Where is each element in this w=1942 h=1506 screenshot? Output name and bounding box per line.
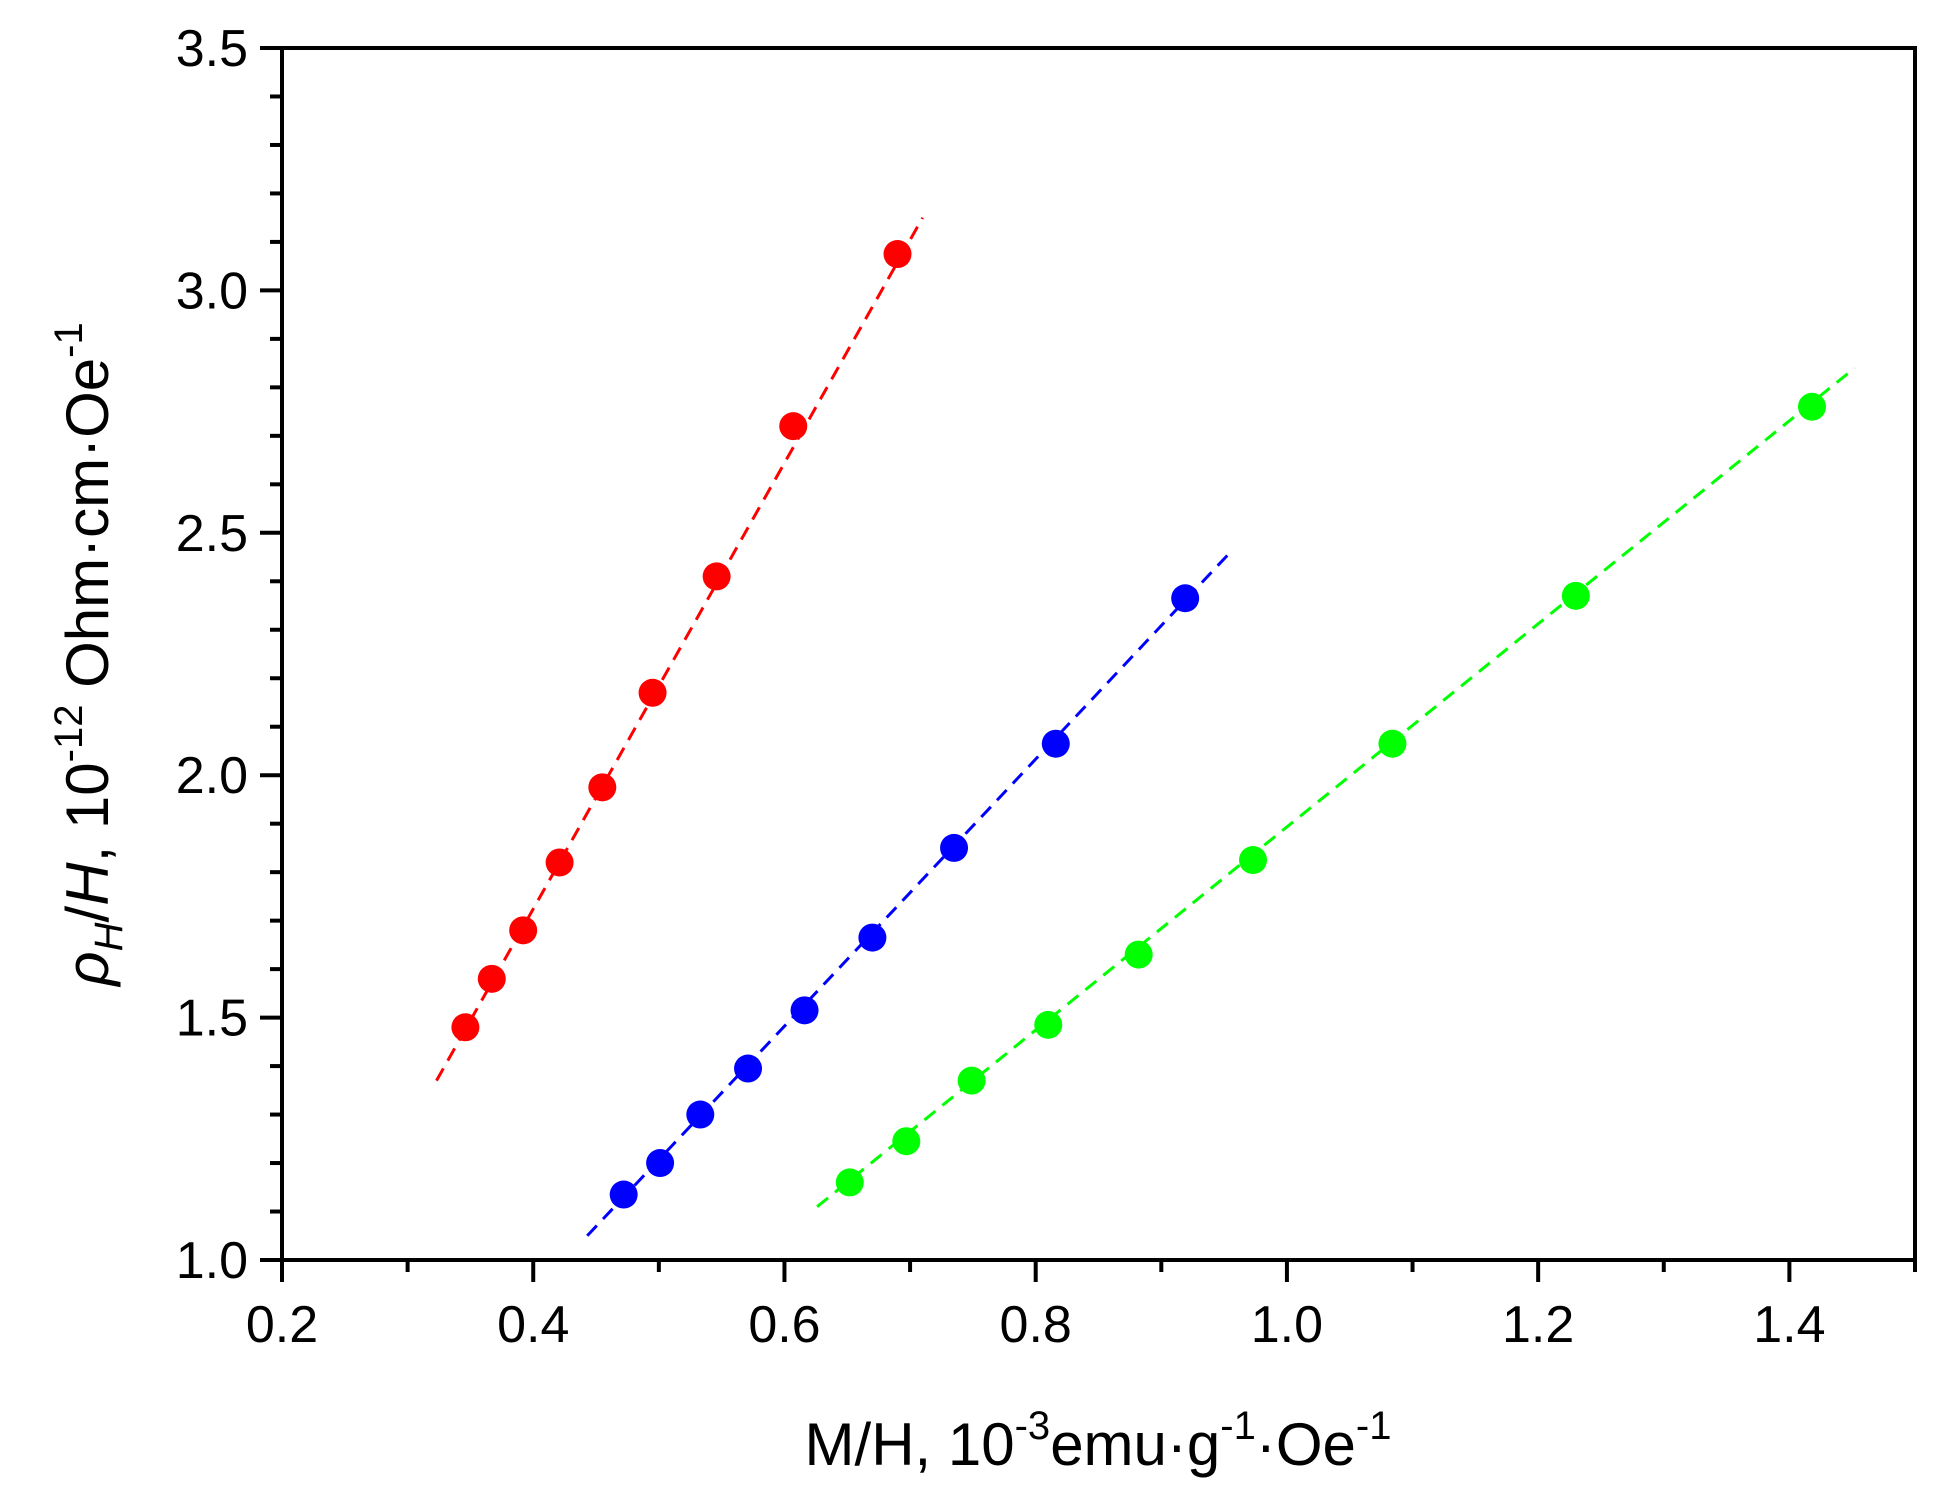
y-tick-label: 1.5 (176, 990, 248, 1048)
green-data-point (1561, 581, 1590, 610)
green-data-point (1239, 846, 1268, 875)
green-data-point (835, 1168, 864, 1197)
blue-data-point (734, 1054, 763, 1083)
blue-data-point (858, 923, 887, 952)
blue-data-point (790, 996, 819, 1025)
tick-labels: 0.2 0.4 0.6 0.8 1.0 1.2 1.4 1.0 1.5 2.0 2.5 3.0 3.5 (176, 20, 1826, 1354)
y-axis-title: ρH/H, 10-12 Ohm·cm·Oe-1 (47, 322, 131, 987)
x-axis-title: M/H, 10-3emu·g-1·Oe-1 (805, 1404, 1392, 1478)
fit-lines (435, 216, 1856, 1237)
red-data-point (883, 240, 912, 269)
red-data-point (779, 412, 808, 441)
green-data-point (1797, 392, 1826, 421)
x-tick-label: 0.8 (1000, 1296, 1072, 1354)
green-data-point (1124, 940, 1153, 969)
red-data-point (451, 1013, 480, 1042)
green-fit-line (816, 366, 1856, 1208)
x-tick-label: 1.2 (1502, 1296, 1574, 1354)
blue-data-point (609, 1180, 638, 1209)
green-data-point (957, 1066, 986, 1095)
x-tick-label: 0.6 (748, 1296, 820, 1354)
green-data-point (1378, 729, 1407, 758)
red-data-point (638, 678, 667, 707)
blue-data-point (1041, 729, 1070, 758)
y-tick-label: 2.0 (176, 747, 248, 805)
green-data-point (1034, 1010, 1063, 1039)
blue-data-point (940, 833, 969, 862)
blue-fit-line (586, 551, 1232, 1237)
y-tick-label: 3.0 (176, 262, 248, 320)
x-tick-label: 1.4 (1753, 1296, 1825, 1354)
plot-frame (280, 46, 1917, 1262)
red-data-point (477, 964, 506, 993)
green-data-point (892, 1127, 921, 1156)
red-fit-line (435, 216, 924, 1082)
axis-ticks (260, 46, 1917, 1282)
red-data-point (509, 916, 538, 945)
red-data-point (702, 562, 731, 591)
red-data-point (588, 773, 617, 802)
red-data-point (545, 848, 574, 877)
blue-data-point (686, 1100, 715, 1129)
y-tick-label: 3.5 (176, 20, 248, 78)
x-tick-label: 1.0 (1251, 1296, 1323, 1354)
blue-data-point (646, 1149, 675, 1178)
blue-data-point (1171, 584, 1200, 613)
y-tick-label: 2.5 (176, 505, 248, 563)
x-tick-label: 0.4 (497, 1296, 569, 1354)
y-tick-label: 1.0 (176, 1232, 248, 1290)
x-tick-label: 0.2 (246, 1296, 318, 1354)
data-points (451, 240, 1826, 1209)
